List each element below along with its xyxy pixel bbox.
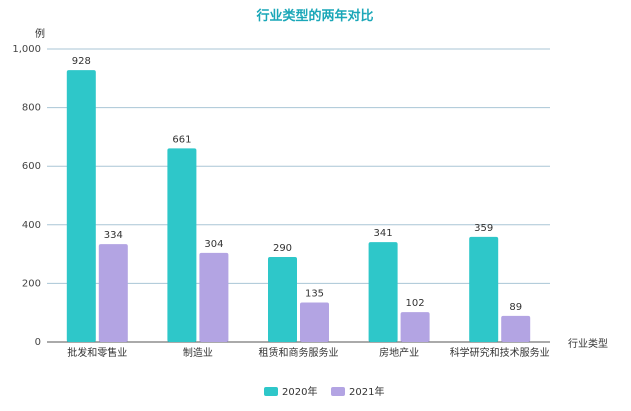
value-labels: 928 334 661 304 290 135 341 102 359 89 bbox=[72, 56, 522, 313]
bar bbox=[167, 148, 197, 342]
data-label: 661 bbox=[172, 134, 191, 145]
category-labels: 批发和零售业 制造业 租赁和商务服务业 房地产业 科学研究和技术服务业 bbox=[67, 346, 549, 359]
x-tick-label: 科学研究和技术服务业 bbox=[450, 346, 550, 359]
data-label: 304 bbox=[204, 239, 223, 250]
data-label: 334 bbox=[104, 230, 123, 241]
bar bbox=[501, 315, 531, 342]
data-label: 135 bbox=[305, 288, 324, 299]
y-tick-label: 400 bbox=[22, 220, 41, 231]
bar bbox=[98, 244, 128, 342]
y-tick-label: 600 bbox=[22, 161, 41, 172]
legend-label: 2020年 bbox=[282, 385, 317, 398]
bars bbox=[66, 70, 531, 342]
bar bbox=[199, 252, 229, 342]
bar bbox=[469, 236, 499, 342]
gridlines bbox=[47, 48, 550, 284]
bar bbox=[368, 242, 398, 342]
data-label: 290 bbox=[273, 243, 292, 254]
y-tick-label: 800 bbox=[22, 103, 41, 114]
x-tick-label: 租赁和商务服务业 bbox=[259, 346, 339, 359]
bar bbox=[300, 302, 329, 342]
y-axis-ticks: 0 200 400 600 800 1,000 bbox=[12, 44, 41, 348]
data-label: 89 bbox=[509, 302, 522, 313]
chart-title: 行业类型的两年对比 bbox=[255, 8, 373, 24]
data-label: 928 bbox=[72, 56, 91, 67]
bar bbox=[66, 70, 96, 342]
bar bbox=[268, 257, 297, 342]
legend[interactable]: 2020年 2021年 bbox=[264, 385, 384, 398]
bar bbox=[400, 312, 430, 342]
data-label: 359 bbox=[474, 223, 493, 234]
x-tick-label: 房地产业 bbox=[379, 346, 419, 359]
y-axis-label: 例 bbox=[35, 27, 45, 40]
x-tick-label: 批发和零售业 bbox=[67, 346, 127, 359]
y-tick-label: 0 bbox=[35, 337, 41, 348]
y-tick-label: 200 bbox=[22, 278, 41, 289]
y-tick-label: 1,000 bbox=[12, 44, 41, 55]
legend-swatch bbox=[264, 387, 278, 396]
data-label: 341 bbox=[374, 228, 393, 239]
data-label: 102 bbox=[406, 298, 425, 309]
x-tick-label: 制造业 bbox=[183, 346, 213, 359]
legend-swatch bbox=[331, 387, 345, 396]
legend-label: 2021年 bbox=[349, 385, 384, 398]
x-axis-label: 行业类型 bbox=[568, 337, 608, 350]
